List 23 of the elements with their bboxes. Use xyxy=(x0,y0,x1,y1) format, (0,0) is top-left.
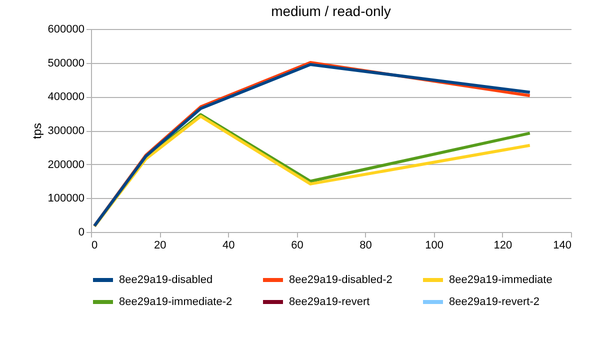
legend-label: 8ee29a19-disabled xyxy=(119,274,213,286)
y-tick-label: 0 xyxy=(78,226,84,238)
x-tick-label: 120 xyxy=(494,240,512,252)
x-tick-label: 140 xyxy=(553,240,572,252)
y-tick-label: 300000 xyxy=(48,125,84,137)
x-tick-label: 0 xyxy=(92,240,98,252)
y-tick-label: 400000 xyxy=(48,91,84,104)
x-tick-label: 20 xyxy=(154,240,166,252)
x-tick-label: 80 xyxy=(360,240,372,252)
y-axis-title: tps xyxy=(30,122,44,140)
legend-label: 8ee29a19-revert xyxy=(289,296,370,308)
y-tick-label: 200000 xyxy=(48,158,84,171)
y-tick-label: 600000 xyxy=(48,24,84,36)
x-tick-label: 40 xyxy=(222,240,235,252)
chart-title: medium / read-only xyxy=(271,3,391,19)
y-tick-label: 100000 xyxy=(48,192,84,205)
legend-label: 8ee29a19-disabled-2 xyxy=(289,274,392,286)
legend-label: 8ee29a19-immediate-2 xyxy=(119,296,232,308)
x-tick-label: 100 xyxy=(425,240,444,252)
legend-label: 8ee29a19-immediate xyxy=(449,274,552,286)
legend-label: 8ee29a19-revert-2 xyxy=(449,296,540,308)
x-tick-label: 60 xyxy=(291,240,304,252)
y-tick-label: 500000 xyxy=(48,57,84,70)
